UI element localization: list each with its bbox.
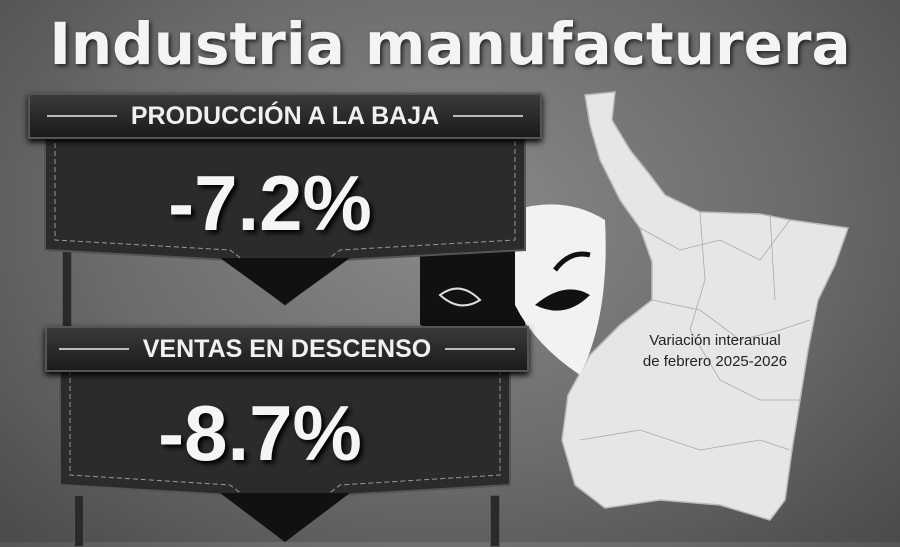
production-panel bbox=[44, 130, 526, 307]
divider bbox=[445, 348, 516, 350]
production-value: -7.2% bbox=[168, 159, 372, 247]
map-label: Variación interanual de febrero 2025-202… bbox=[642, 332, 788, 370]
sales-value: -8.7% bbox=[158, 389, 362, 477]
sales-header: VENTAS EN DESCENSO bbox=[45, 326, 529, 372]
production-label: PRODUCCIÓN A LA BAJA bbox=[130, 101, 440, 130]
sales-label: VENTAS EN DESCENSO bbox=[142, 334, 432, 363]
sales-panel bbox=[59, 365, 511, 542]
divider bbox=[46, 115, 117, 117]
divider bbox=[453, 115, 524, 117]
divider bbox=[58, 348, 129, 350]
page-title: Industria manufacturera bbox=[49, 10, 851, 78]
production-header: PRODUCCIÓN A LA BAJA bbox=[28, 93, 542, 139]
